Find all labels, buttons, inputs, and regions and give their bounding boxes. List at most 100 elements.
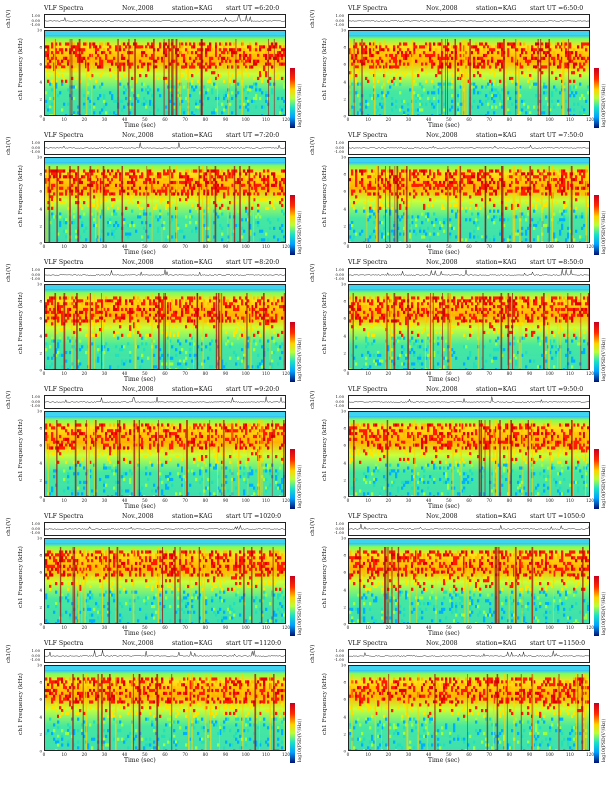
waveform-axis-label: ch1(V)	[310, 136, 316, 155]
psd-cell	[483, 48, 486, 52]
psd-cell	[169, 316, 172, 320]
psd-cell	[227, 313, 230, 317]
psd-cell	[467, 79, 470, 83]
psd-cell	[523, 241, 526, 242]
psd-cell	[281, 299, 284, 303]
psd-cell	[351, 105, 354, 109]
psd-cell	[119, 325, 122, 329]
psd-cell	[371, 209, 374, 213]
psd-cell	[227, 316, 230, 320]
psd-cell	[249, 319, 252, 323]
psd-cell	[169, 362, 172, 366]
psd-cell	[469, 232, 472, 236]
psd-cell	[351, 305, 354, 309]
psd-cell	[271, 313, 274, 317]
psd-cell	[363, 209, 366, 213]
psd-cell	[95, 56, 98, 60]
psd-cell	[367, 319, 370, 323]
psd-cell	[263, 178, 266, 182]
psd-cell	[497, 186, 500, 190]
psd-cell	[395, 180, 398, 185]
waveform-trace	[45, 15, 285, 22]
psd-cell	[137, 345, 140, 349]
psd-cell	[69, 350, 72, 355]
psd-cell	[109, 111, 112, 115]
psd-cell	[53, 296, 56, 300]
psd-cell	[85, 172, 88, 176]
psd-cell	[205, 178, 208, 182]
psd-cell	[197, 198, 200, 202]
psd-cell	[149, 65, 152, 69]
psd-cell	[461, 59, 464, 63]
psd-cell	[135, 45, 138, 49]
psd-cell	[349, 319, 352, 323]
panel-station: station=KAG	[172, 132, 213, 139]
psd-cell	[391, 169, 394, 173]
psd-cell	[61, 322, 64, 326]
psd-cell	[377, 59, 380, 63]
panel-header: VLF Spectra Nov.,2008 station=KAG start UT …	[4, 258, 296, 267]
psd-cell	[355, 296, 358, 300]
psd-cell	[131, 45, 134, 49]
psd-cell	[589, 227, 590, 230]
psd-cell	[281, 169, 284, 173]
waveform-tick: 0.00	[31, 271, 40, 277]
sferic-streak	[501, 166, 503, 242]
psd-cell	[165, 333, 168, 337]
psd-cell	[217, 94, 220, 98]
psd-cell	[105, 111, 108, 115]
psd-cell	[365, 76, 368, 81]
psd-cell	[233, 51, 236, 55]
psd-cell	[107, 48, 110, 52]
psd-cell	[275, 183, 278, 187]
psd-cell	[237, 313, 240, 317]
psd-cell	[101, 108, 104, 112]
psd-cell	[123, 345, 126, 349]
psd-cell	[63, 169, 66, 173]
psd-cell	[583, 114, 586, 115]
psd-cell	[527, 79, 530, 83]
psd-cell	[137, 296, 140, 300]
psd-cell	[145, 178, 148, 182]
psd-cell	[399, 192, 402, 196]
sferic-streak	[98, 166, 101, 242]
psd-cell	[87, 172, 90, 176]
psd-cell	[373, 206, 376, 210]
psd-cell	[79, 322, 82, 326]
psd-cell	[159, 45, 162, 49]
psd-cell	[533, 105, 536, 109]
psd-cell	[283, 62, 285, 66]
psd-cell	[467, 74, 470, 78]
psd-cell	[265, 91, 268, 95]
sferic-streak	[501, 166, 504, 242]
psd-cell	[149, 59, 152, 63]
psd-cell	[197, 319, 200, 323]
psd-cell	[251, 319, 254, 323]
psd-cell	[431, 53, 434, 58]
psd-cell	[259, 322, 262, 326]
psd-cell	[541, 56, 544, 60]
psd-cell	[277, 333, 280, 337]
psd-cell	[211, 189, 214, 193]
psd-cell	[395, 65, 398, 69]
psd-cell	[277, 299, 280, 303]
sferic-streak	[134, 293, 137, 369]
psd-cell	[177, 62, 180, 66]
psd-cell	[101, 325, 104, 329]
psd-cell	[217, 215, 220, 219]
psd-cell	[255, 94, 258, 98]
psd-cell	[441, 189, 444, 193]
psd-cell	[193, 186, 196, 190]
psd-cell	[225, 48, 228, 52]
psd-cell	[275, 189, 278, 193]
colorbar-label: log10(PSD(V²/Hz))	[298, 337, 303, 381]
psd-cell	[481, 114, 484, 115]
psd-cell	[403, 232, 406, 236]
spectrogram	[45, 285, 285, 369]
psd-cell	[261, 105, 264, 109]
psd-cell	[409, 223, 412, 228]
psd-cell	[535, 82, 538, 86]
psd-cell	[181, 307, 184, 312]
psd-cell	[141, 313, 144, 317]
psd-cell	[231, 96, 234, 101]
